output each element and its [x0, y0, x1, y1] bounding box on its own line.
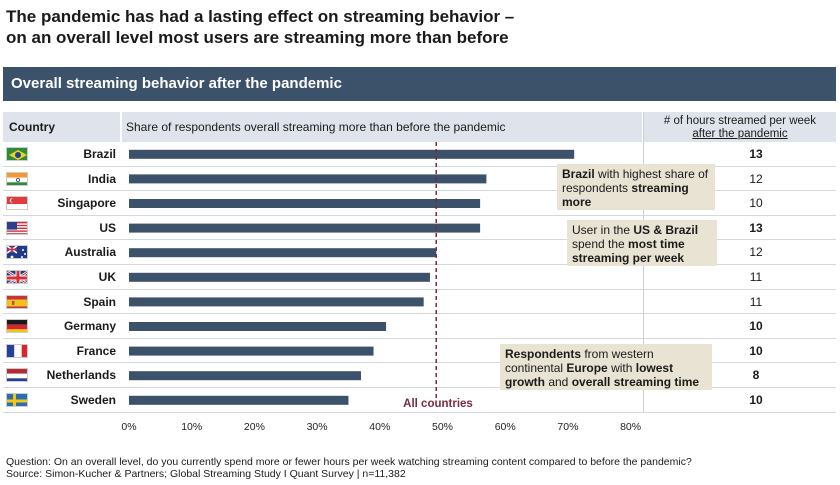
headline: The pandemic has had a lasting effect on… [6, 6, 826, 48]
country-label: UK [98, 270, 116, 284]
row-divider [3, 288, 836, 290]
country-label: US [99, 220, 116, 235]
row-divider [3, 313, 836, 315]
row-divider [3, 387, 836, 388]
column-header-hours: # of hours streamed per week after the p… [644, 112, 836, 142]
hours-value: 12 [749, 245, 763, 260]
bar-uk [129, 272, 430, 282]
row-divider [3, 411, 836, 413]
column-header-country: Country [3, 112, 120, 142]
callout-text: streaming more [562, 181, 689, 209]
bar-netherlands [129, 371, 361, 381]
footer: Question: On an overall level, do you cu… [6, 456, 692, 480]
x-tick-label: 20% [244, 421, 265, 433]
reference-label: All countries [403, 398, 473, 410]
callout-text: Respondents [505, 347, 582, 361]
callout-text: and [545, 375, 572, 389]
country-label: Sweden [70, 393, 116, 407]
hours-value: 13 [749, 147, 763, 161]
chart-subheader: Overall streaming behavior after the pan… [3, 67, 836, 101]
country-label: Singapore [57, 196, 116, 211]
netherlands-flag [6, 368, 28, 383]
callout-text: with highest share of respondents [562, 167, 709, 195]
row-divider [3, 337, 836, 339]
x-tick-label: 0% [121, 421, 136, 433]
sweden-flag [6, 393, 28, 407]
column-header-hours-line-2: after the pandemic [692, 128, 788, 140]
headline-line-1: The pandemic has had a lasting effect on… [6, 7, 515, 26]
callout-text: lowest growth [505, 361, 674, 389]
country-label: Germany [63, 319, 116, 334]
column-header-hours-line-1: # of hours streamed per week [663, 115, 817, 127]
brazil-flag [6, 147, 28, 161]
bar-us [129, 223, 481, 233]
row-divider [3, 362, 836, 364]
hours-value: 11 [749, 270, 763, 284]
callout-text: User in the [572, 223, 634, 237]
bar-germany [129, 322, 387, 331]
row-divider [3, 239, 836, 241]
hours-value: 8 [752, 368, 760, 383]
germany-flag [6, 319, 28, 334]
callout-text: spend the [572, 237, 629, 251]
headline-line-2: on an overall level most users are strea… [6, 28, 509, 47]
row-divider [3, 214, 836, 216]
hours-value: 10 [749, 393, 763, 407]
australia-flag [6, 245, 28, 260]
x-tick-label: 40% [369, 421, 390, 433]
footer-question: Question: On an overall level, do you cu… [6, 456, 692, 468]
bar-france [129, 346, 374, 356]
bar-india [129, 174, 487, 184]
singapore-flag [6, 196, 28, 211]
india-flag [6, 171, 28, 186]
hours-value: 13 [749, 220, 763, 235]
hours-value: 10 [749, 319, 763, 334]
spain-flag [6, 294, 28, 309]
hours-value: 10 [749, 196, 763, 211]
callout-text: most time streaming per week [572, 237, 685, 265]
hours-value: 12 [749, 171, 763, 186]
x-tick-label: 10% [181, 421, 202, 433]
bar-singapore [129, 199, 481, 208]
row-divider [3, 165, 836, 167]
callout-us-brazil: User in the US & Brazil spend the most t… [567, 220, 717, 266]
callout-brazil: Brazil with highest share of respondents… [557, 164, 715, 210]
hours-value: 11 [749, 294, 763, 309]
bar-sweden [129, 395, 349, 405]
country-label: Brazil [83, 147, 116, 161]
callout-text: Europe [566, 361, 608, 375]
footer-source: Source: Simon-Kucher & Partners; Global … [6, 468, 406, 480]
x-tick-label: 80% [620, 421, 641, 433]
x-tick-label: 50% [432, 421, 453, 433]
row-divider [3, 190, 836, 192]
callout-text: with [607, 361, 636, 375]
callout-text: from western continental [505, 347, 654, 375]
callout-text: Brazil [562, 167, 595, 181]
bar-spain [129, 297, 424, 307]
france-flag [6, 343, 28, 358]
x-tick-label: 70% [557, 421, 578, 433]
uk-flag [6, 270, 28, 284]
column-header-share: Share of respondents overall streaming m… [122, 112, 642, 142]
country-label: Netherlands [46, 368, 116, 383]
hours-value: 10 [749, 343, 763, 358]
row-divider [3, 264, 836, 265]
country-label: Australia [64, 245, 116, 260]
us-flag [6, 220, 28, 235]
bar-australia [129, 248, 437, 258]
country-label: India [87, 171, 116, 186]
country-label: Spain [83, 294, 116, 309]
country-label: France [76, 343, 116, 358]
x-tick-label: 60% [495, 421, 516, 433]
bar-brazil [129, 149, 575, 159]
callout-text: overall streaming time [571, 375, 700, 389]
callout-text: US & Brazil [633, 223, 699, 237]
x-tick-label: 30% [307, 421, 328, 433]
callout-europe: Respondents from western continental Eur… [500, 344, 712, 390]
